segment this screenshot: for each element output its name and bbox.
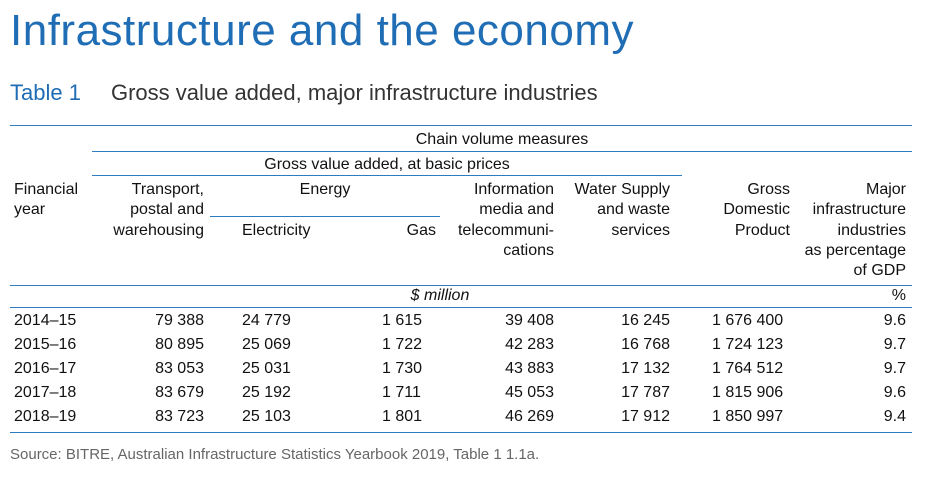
rule-header-bottom	[10, 285, 912, 286]
units-percent: %	[891, 287, 906, 304]
cell-gas: 1 615	[382, 312, 423, 329]
cell-gdp: 1 724 123	[712, 336, 784, 353]
cell-year: 2017–18	[14, 384, 77, 401]
rule-chain-volume	[92, 151, 912, 152]
cell-gas: 1 801	[382, 408, 423, 425]
cell-gas: 1 711	[382, 384, 421, 401]
cell-year: 2014–15	[14, 312, 77, 329]
cell-year: 2018–19	[14, 408, 77, 425]
cell-water: 17 132	[621, 360, 670, 377]
cell-information: 39 408	[505, 312, 554, 329]
cell-gdp: 1 815 906	[712, 384, 784, 401]
page-title: Infrastructure and the economy	[10, 6, 634, 55]
cell-gdp: 1 850 997	[712, 408, 784, 425]
cell-pct: 9.7	[883, 360, 906, 377]
cell-year: 2016–17	[14, 360, 77, 377]
cell-transport: 83 723	[155, 408, 204, 425]
cell-water: 16 245	[621, 312, 670, 329]
cell-gas: 1 730	[382, 360, 423, 377]
cell-information: 46 269	[505, 408, 554, 425]
cell-gas: 1 722	[382, 336, 423, 353]
cell-electricity: 25 192	[242, 384, 291, 401]
header-energy: Energy	[299, 181, 351, 198]
cell-pct: 9.6	[883, 312, 906, 329]
cell-gdp: 1 764 512	[712, 360, 784, 377]
cell-water: 17 912	[621, 408, 670, 425]
cell-information: 45 053	[505, 384, 554, 401]
cell-water: 16 768	[621, 336, 670, 353]
cell-pct: 9.6	[883, 384, 906, 401]
cell-electricity: 24 779	[242, 312, 291, 329]
cell-pct: 9.7	[883, 336, 906, 353]
cell-electricity: 25 069	[242, 336, 291, 353]
cell-electricity: 25 103	[242, 408, 291, 425]
rule-units	[10, 307, 912, 308]
cell-transport: 83 679	[155, 384, 204, 401]
table-caption-text: Gross value added, major infrastructure …	[110, 80, 598, 105]
cell-information: 43 883	[505, 360, 554, 377]
cell-gdp: 1 676 400	[712, 312, 784, 329]
cell-pct: 9.4	[883, 408, 906, 425]
cell-transport: 83 053	[155, 360, 204, 377]
source-note: Source: BITRE, Australian Infrastructure…	[10, 446, 540, 463]
rule-bottom	[10, 432, 912, 433]
table-label: Table 1	[10, 80, 81, 105]
header-chain-volume: Chain volume measures	[415, 131, 589, 148]
header-gas: Gas	[406, 222, 436, 239]
rule-gva	[92, 175, 682, 176]
table-caption: Table 1 Gross value added, major infrastr…	[10, 80, 598, 106]
cell-transport: 80 895	[155, 336, 204, 353]
cell-information: 42 283	[505, 336, 554, 353]
rule-top	[10, 125, 912, 126]
cell-water: 17 787	[621, 384, 670, 401]
header-electricity: Electricity	[242, 222, 311, 239]
cell-year: 2015–16	[14, 336, 77, 353]
rule-energy	[210, 216, 440, 217]
units-million: $ million	[410, 287, 470, 304]
cell-electricity: 25 031	[242, 360, 291, 377]
header-gva: Gross value added, at basic prices	[264, 156, 510, 173]
cell-transport: 79 388	[155, 312, 204, 329]
